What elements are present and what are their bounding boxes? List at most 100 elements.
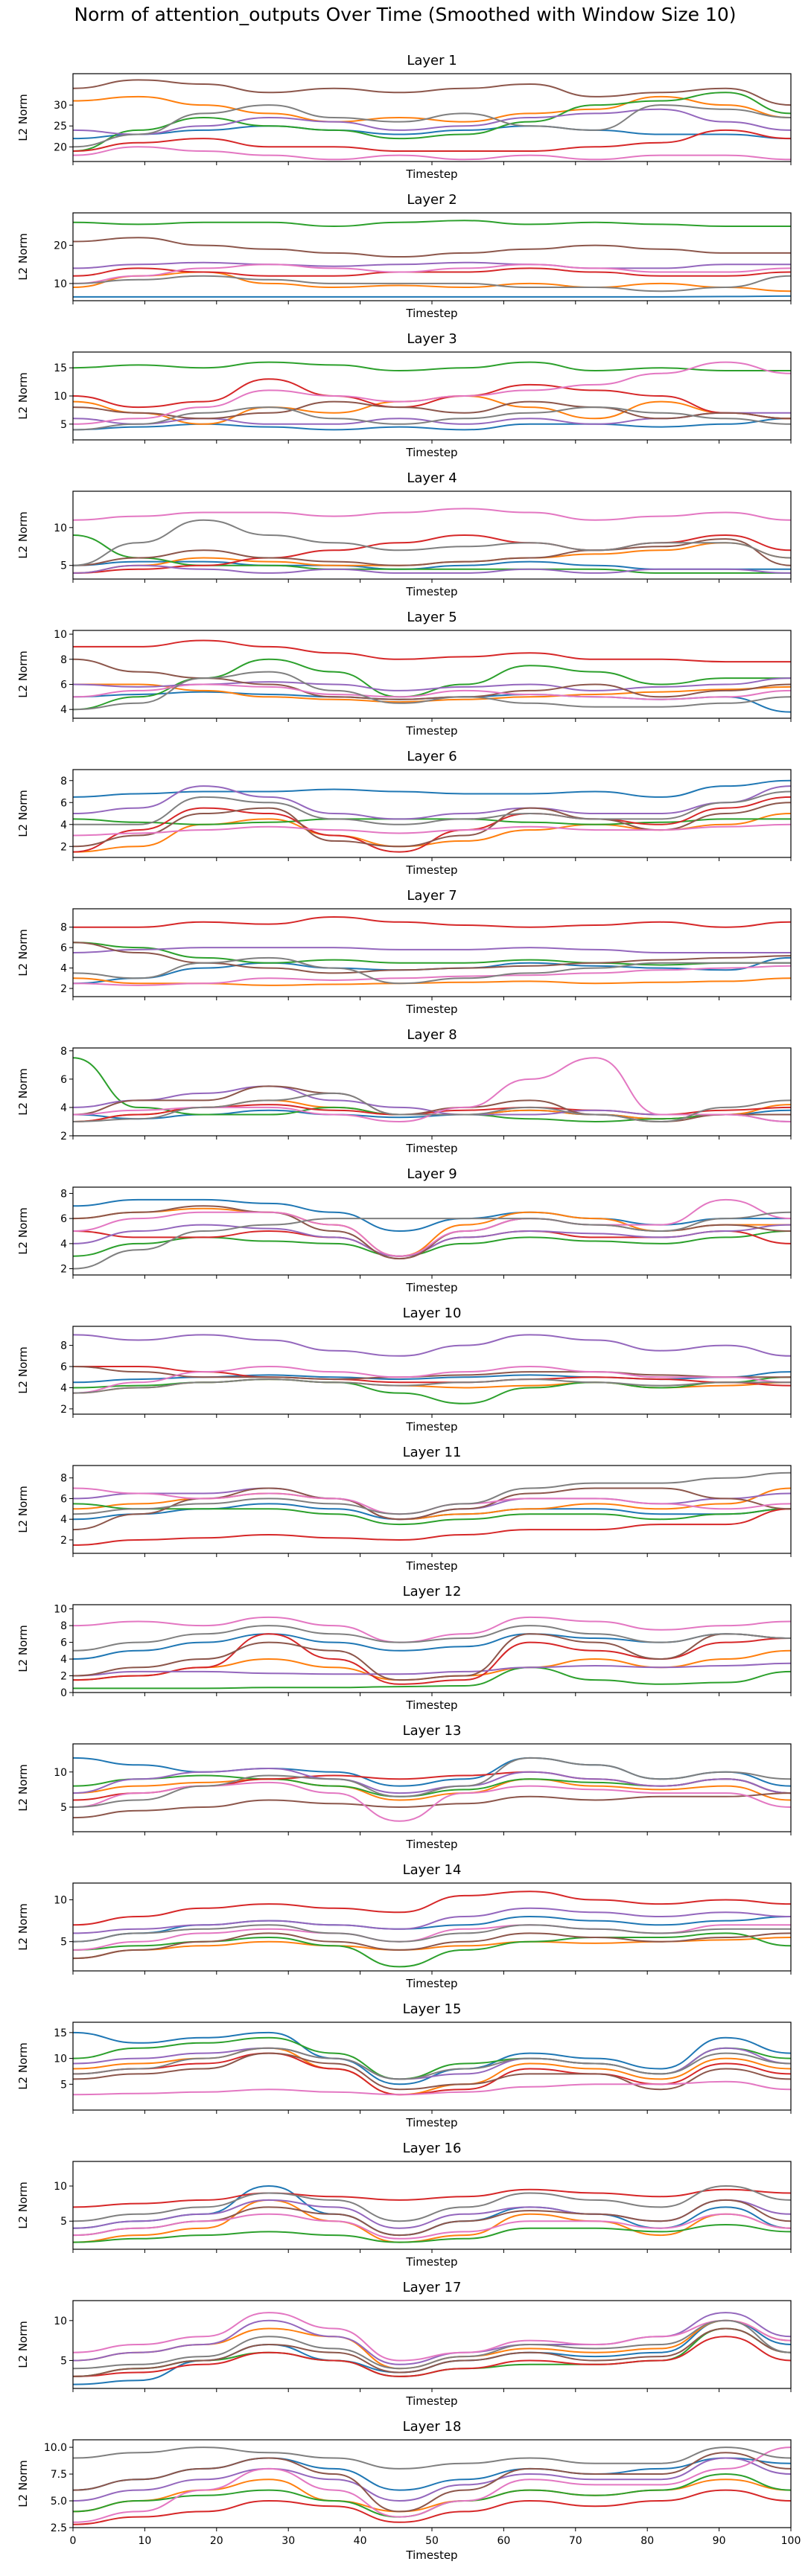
series-line: [73, 1792, 791, 1819]
panel-title: Layer 5: [407, 610, 457, 625]
panel-title: Layer 2: [407, 192, 457, 208]
series-line: [73, 942, 791, 966]
x-axis-label: Timestep: [405, 724, 457, 738]
series-line: [73, 1365, 791, 1394]
x-axis-label: Timestep: [405, 1142, 457, 1155]
y-tick-label: 10: [54, 1604, 67, 1616]
y-tick-label: 6: [60, 797, 67, 809]
series-line: [73, 378, 791, 420]
y-tick-label: 6: [60, 1361, 67, 1373]
layer-panel: Layer 11 2 4 6 8 Timestep L2 Norm: [16, 1445, 792, 1573]
panel-title: Layer 10: [403, 1305, 462, 1321]
series-line: [73, 508, 791, 521]
x-axis-label: Timestep: [405, 1420, 457, 1434]
y-tick-label: 8: [60, 654, 67, 666]
panel-title: Layer 9: [407, 1166, 457, 1182]
y-tick-label: 4: [60, 1239, 67, 1250]
series-line: [73, 400, 791, 420]
panel-title: Layer 4: [407, 470, 457, 486]
series-line: [73, 1662, 791, 1677]
y-tick-label: 10: [54, 391, 67, 403]
series-line: [73, 956, 791, 985]
layer-panel: Layer 18 2.5 5.0 7.5 10.0 0 10 20 30 40 50 60 70 80 90…: [16, 2419, 801, 2562]
y-tick-label: 20: [54, 240, 67, 252]
y-tick-label: 2: [60, 1404, 67, 1416]
series-line: [73, 779, 791, 798]
y-tick-label: 6: [60, 942, 67, 954]
series-line: [73, 261, 791, 269]
layer-panel: Layer 4 5 10 Timestep L2 Norm: [16, 470, 792, 598]
layer-panel: Layer 8 2 4 6 8 Timestep L2 Norm: [16, 1027, 792, 1155]
y-axis-label: L2 Norm: [16, 1903, 30, 1951]
y-tick-label: 20: [54, 141, 67, 153]
series-line: [73, 2327, 791, 2377]
y-tick-label: 6: [60, 679, 67, 691]
panel-title: Layer 13: [403, 1723, 462, 1739]
series-line: [73, 108, 791, 135]
series-line: [73, 79, 791, 106]
y-tick-label: 5: [60, 419, 67, 431]
series-line: [73, 1932, 791, 1968]
series-line: [73, 1891, 791, 1926]
series-line: [73, 658, 791, 700]
y-tick-label: 5: [60, 2216, 67, 2228]
y-tick-label: 10: [54, 278, 67, 290]
series-line: [73, 1924, 791, 1943]
series-line: [73, 2327, 791, 2377]
series-line: [73, 104, 791, 148]
series-line: [73, 2188, 791, 2208]
y-axis-label: L2 Norm: [16, 372, 30, 420]
series-line: [73, 1198, 791, 1257]
x-axis-label: Timestep: [405, 446, 457, 459]
panel-title: Layer 3: [407, 331, 457, 347]
y-tick-label: 10: [54, 522, 67, 534]
x-axis-label: Timestep: [405, 2255, 457, 2269]
y-tick-label: 4: [60, 1102, 67, 1114]
y-axis-label: L2 Norm: [16, 2321, 30, 2368]
y-tick-label: 10: [54, 1767, 67, 1779]
series-line: [73, 956, 791, 985]
series-line: [73, 1767, 791, 1794]
panel-title: Layer 18: [403, 2419, 462, 2435]
x-tick-label: 40: [354, 2535, 367, 2547]
panel-title: Layer 12: [403, 1584, 462, 1599]
series-line: [73, 564, 791, 574]
layer-panel: Layer 6 2 4 6 8 Timestep L2 Norm: [16, 749, 792, 877]
x-axis-label: Timestep: [405, 1838, 457, 1851]
y-tick-label: 4: [60, 704, 67, 716]
x-axis-label: Timestep: [405, 307, 457, 320]
y-tick-label: 10: [54, 1894, 67, 1906]
y-tick-label: 2: [60, 1131, 67, 1142]
series-line: [73, 2446, 791, 2470]
panel-title: Layer 11: [403, 1445, 462, 1460]
series-line: [73, 1932, 791, 1960]
series-line: [73, 2223, 791, 2243]
y-tick-label: 15: [54, 2027, 67, 2039]
series-line: [73, 295, 791, 298]
series-line: [73, 942, 791, 974]
y-axis-label: L2 Norm: [16, 790, 30, 837]
x-axis-label: Timestep: [405, 2394, 457, 2408]
y-axis-label: L2 Norm: [16, 1625, 30, 1672]
x-axis-label: Timestep: [405, 585, 457, 598]
series-line: [73, 1907, 791, 1934]
series-line: [73, 220, 791, 228]
y-tick-label: 10: [54, 2181, 67, 2193]
series-line: [73, 2336, 791, 2377]
y-tick-label: 2: [60, 983, 67, 995]
y-tick-label: 10.0: [44, 2442, 67, 2454]
y-tick-label: 8: [60, 1340, 67, 1352]
y-axis-label: L2 Norm: [16, 2460, 30, 2508]
y-axis-label: L2 Norm: [16, 511, 30, 559]
axes-frame: [72, 630, 792, 719]
x-axis-label: Timestep: [405, 1559, 457, 1573]
series-line: [73, 2319, 791, 2370]
y-tick-label: 0: [60, 1687, 67, 1699]
series-line: [73, 1471, 791, 1515]
panel-title: Layer 1: [407, 53, 457, 68]
y-axis-label: L2 Norm: [16, 2182, 30, 2229]
series-line: [73, 1211, 791, 1270]
series-line: [73, 146, 791, 161]
y-tick-label: 8: [60, 1620, 67, 1632]
y-tick-label: 8: [60, 1188, 67, 1200]
